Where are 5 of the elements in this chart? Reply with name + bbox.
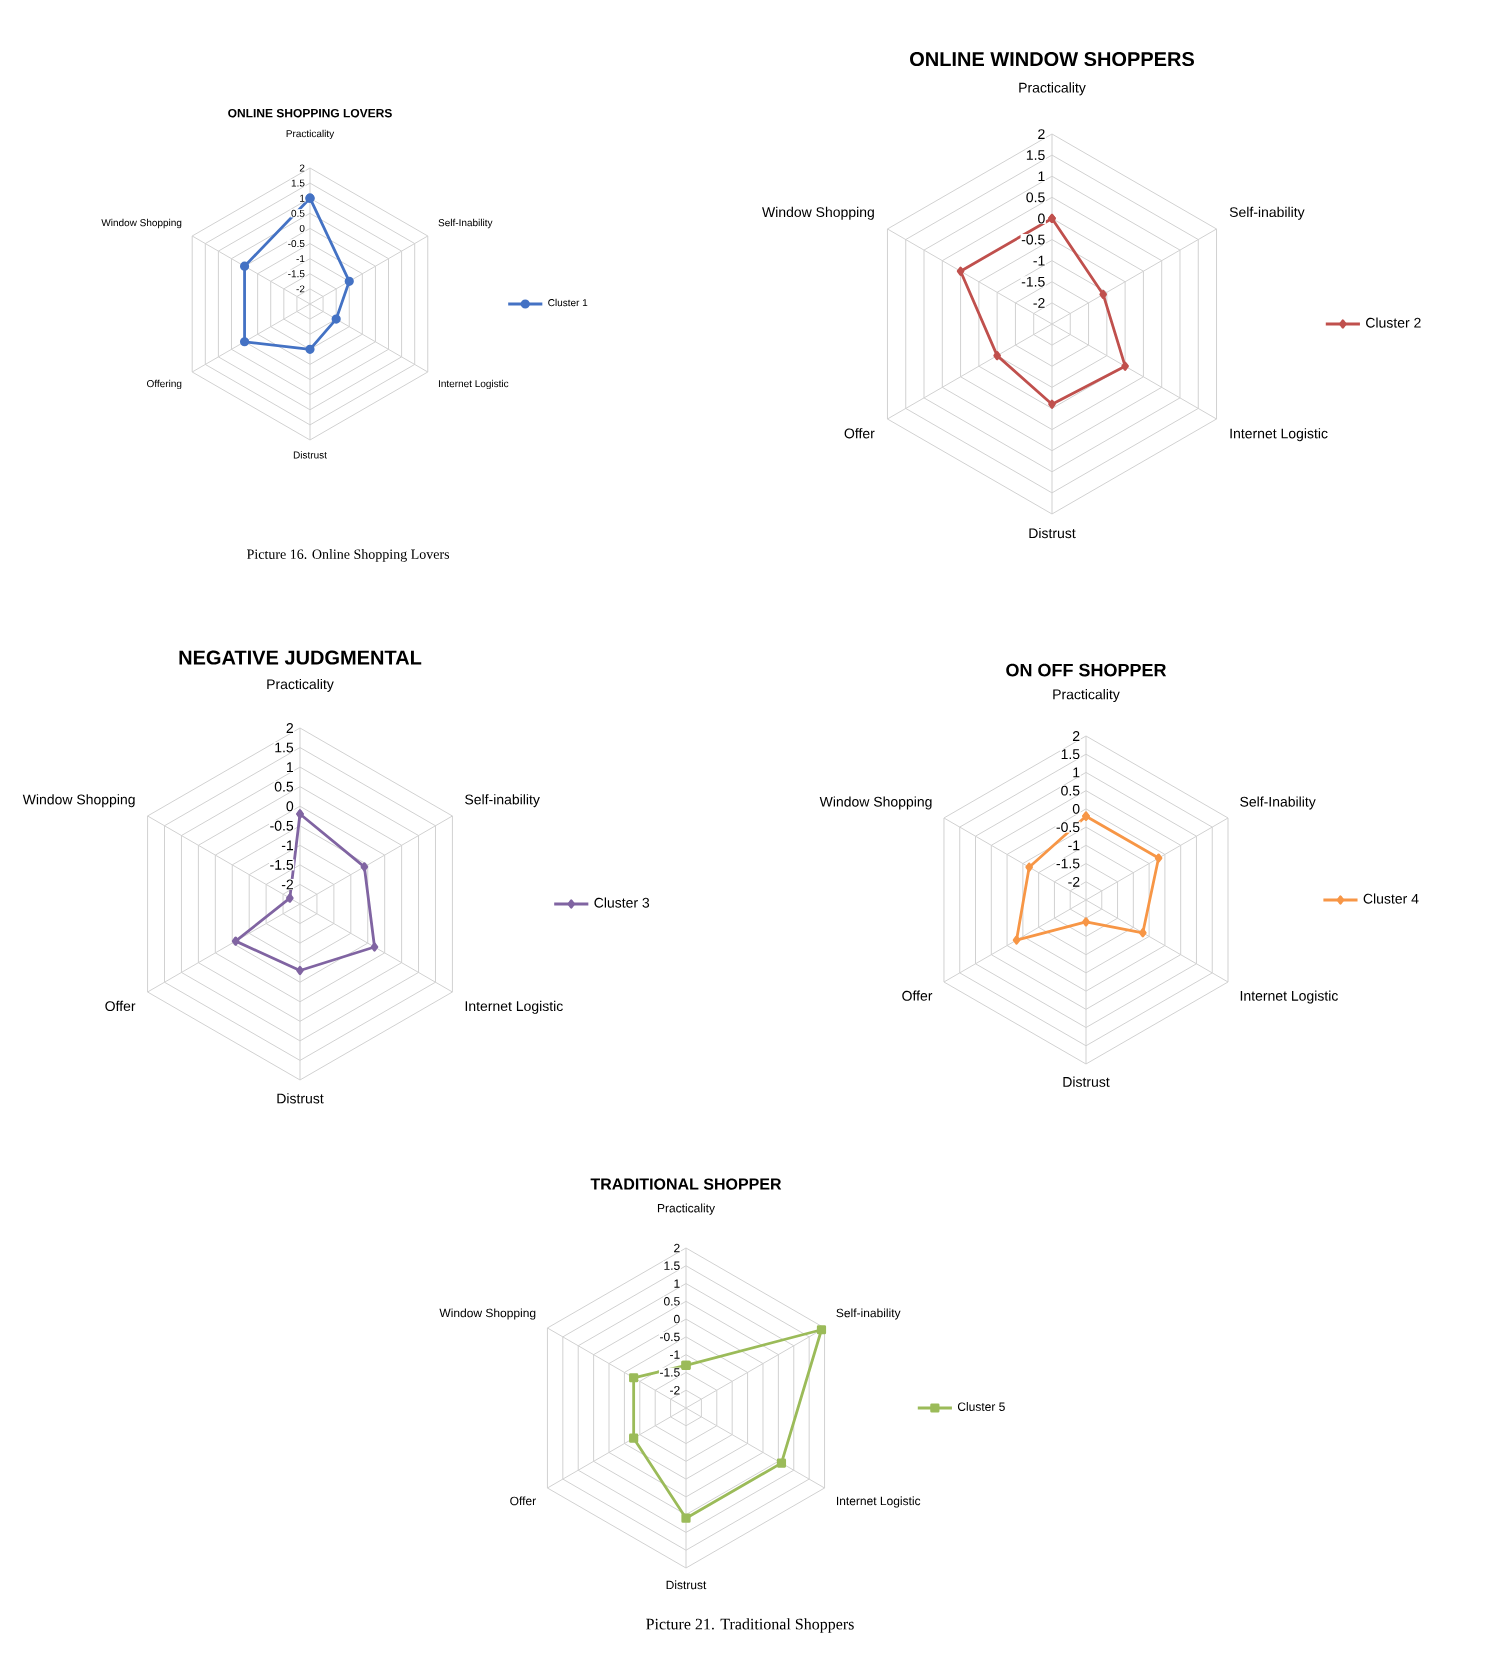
chart-title: TRADITIONAL SHOPPER xyxy=(590,1178,782,1190)
chart-title: ONLINE WINDOW SHOPPERS xyxy=(910,51,1194,67)
text: Picture 21. Traditional Shoppers xyxy=(646,1618,854,1633)
chart-title: ON OFF SHOPPER xyxy=(1006,663,1167,677)
chart-title: NEGATIVE JUDGMENTAL xyxy=(179,650,422,665)
